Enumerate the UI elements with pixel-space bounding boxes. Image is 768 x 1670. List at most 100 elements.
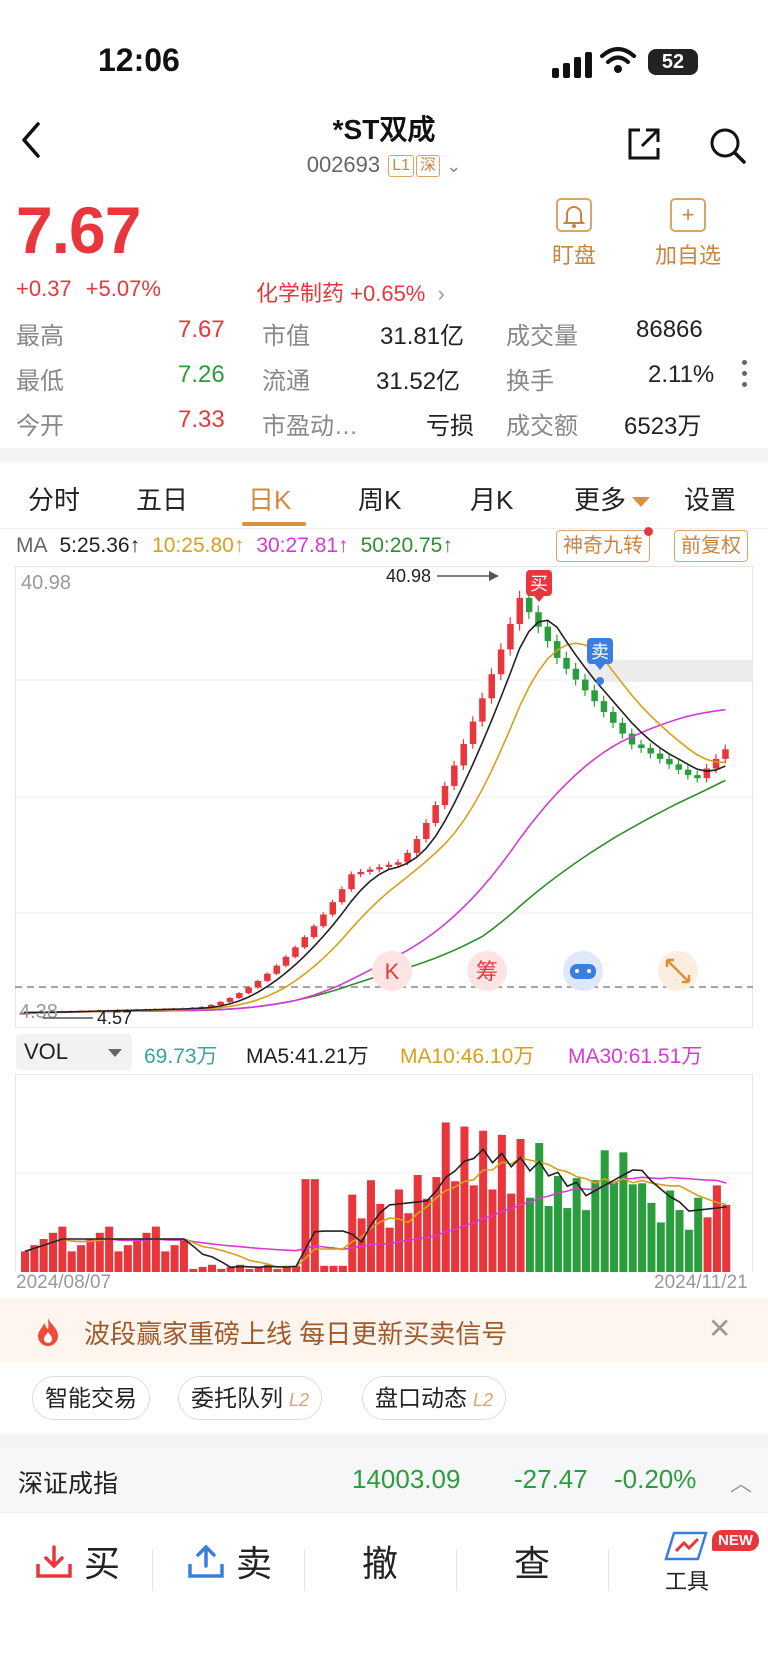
- tab-monthly-k[interactable]: 月K: [470, 485, 514, 515]
- new-badge: NEW: [712, 1530, 759, 1551]
- index-pct: -0.20%: [614, 1464, 697, 1494]
- tools-label: 工具: [664, 1569, 709, 1594]
- back-icon[interactable]: [18, 120, 44, 160]
- candle-body: [460, 744, 467, 766]
- candle-body: [366, 869, 374, 872]
- sell-button[interactable]: 卖: [186, 1535, 272, 1587]
- volume-bar: [647, 1202, 656, 1272]
- tab-settings[interactable]: 设置: [684, 485, 737, 515]
- adjust-button[interactable]: 前复权: [674, 530, 748, 562]
- current-price: 7.67: [16, 193, 141, 267]
- volume-bar: [95, 1232, 104, 1272]
- volume-bar: [245, 1268, 254, 1272]
- change-value: +0.37: [16, 276, 72, 301]
- volume-bar: [451, 1181, 460, 1272]
- k-indicator-icon[interactable]: K: [372, 951, 412, 991]
- candle-body: [488, 674, 495, 699]
- sector-link[interactable]: 化学制药 +0.65% ›: [256, 276, 445, 308]
- volume-bar: [348, 1194, 357, 1272]
- candle-body: [684, 769, 692, 776]
- volume-bar: [460, 1126, 469, 1272]
- search-icon[interactable]: [708, 126, 748, 166]
- sector-pct: +0.65%: [350, 281, 426, 306]
- volume-bar: [497, 1134, 506, 1272]
- nine-turn-button[interactable]: 神奇九转: [556, 527, 653, 562]
- candle-body: [516, 597, 524, 624]
- volume-bar: [712, 1185, 721, 1272]
- stat-value: 亏损: [426, 413, 474, 440]
- close-icon[interactable]: ✕: [708, 1313, 732, 1344]
- k-icon-text: K: [385, 959, 400, 984]
- chevron-right-icon: ›: [437, 281, 445, 306]
- chevron-up-icon[interactable]: ︿: [730, 1471, 753, 1496]
- volume-bar: [423, 1198, 432, 1272]
- stat-value: 7.67: [178, 316, 225, 343]
- stat-label: 成交量: [506, 323, 578, 350]
- sell-signal-marker[interactable]: 卖: [587, 638, 613, 685]
- tab-five-day[interactable]: 五日: [136, 485, 189, 515]
- stock-code-line[interactable]: 002693 L1 深 ⌄: [0, 152, 768, 178]
- candle-body: [591, 690, 598, 702]
- stock-code: 002693: [306, 152, 381, 177]
- fullscreen-icon[interactable]: [658, 951, 698, 991]
- date-end: 2024/11/21: [654, 1272, 748, 1293]
- add-watchlist-button[interactable]: + 加自选: [650, 198, 726, 270]
- share-icon[interactable]: [624, 124, 664, 164]
- buy-button[interactable]: 买: [34, 1535, 120, 1587]
- caret-down-icon: [108, 1049, 122, 1057]
- tab-intraday[interactable]: 分时: [28, 485, 81, 515]
- order-queue-chip[interactable]: 委托队列 L2: [178, 1376, 323, 1420]
- more-dots-icon[interactable]: [742, 360, 748, 387]
- volume-bar: [329, 1265, 338, 1272]
- volume-bar: [254, 1266, 263, 1272]
- tab-more[interactable]: 更多: [574, 480, 651, 517]
- divider: [304, 1549, 305, 1591]
- l2-badge: L2: [473, 1390, 494, 1410]
- stats-grid: 最高 7.67 市值 31.81亿 成交量 86866 最低 7.26 流通 3…: [16, 312, 756, 447]
- index-ticker[interactable]: 深证成指 14003.09 -27.47 -0.20% ︿: [0, 1448, 768, 1512]
- y-min-label: 4.38: [19, 1001, 58, 1023]
- indicator-select[interactable]: VOL: [16, 1034, 132, 1070]
- volume-bar: [67, 1251, 76, 1272]
- volume-bar: [208, 1264, 216, 1272]
- bell-icon: [556, 198, 592, 232]
- volume-bar: [385, 1227, 394, 1272]
- query-button[interactable]: 查: [514, 1543, 551, 1584]
- gamepad-icon[interactable]: [563, 951, 603, 991]
- candlestick-chart[interactable]: 40.98 4.38 40.98 4.57 买 卖 K 筹: [15, 566, 753, 1028]
- promo-banner[interactable]: 波段赢家重磅上线 每日更新买卖信号 ✕: [0, 1298, 768, 1362]
- chip-distribution-icon[interactable]: 筹: [467, 951, 507, 991]
- stat-value: 86866: [636, 316, 703, 343]
- candle-body: [544, 626, 552, 642]
- candle-body: [694, 775, 701, 779]
- volume-bar: [282, 1265, 291, 1272]
- tools-button[interactable]: 工具: [652, 1531, 722, 1596]
- fire-icon: [38, 1318, 58, 1346]
- download-tray-icon: [36, 1545, 72, 1578]
- buy-signal-marker[interactable]: 买: [526, 570, 552, 602]
- tab-weekly-k[interactable]: 周K: [358, 485, 402, 515]
- candle-body: [264, 973, 271, 981]
- volume-bar: [469, 1185, 478, 1272]
- candle-body: [535, 612, 542, 627]
- buy-marker-text: 买: [530, 574, 548, 594]
- stat-value: 31.81亿: [380, 323, 465, 350]
- volume-bar: [338, 1265, 347, 1272]
- market-depth-chip[interactable]: 盘口动态 L2: [362, 1376, 507, 1420]
- smart-trade-chip[interactable]: 智能交易: [32, 1376, 150, 1420]
- watch-button[interactable]: 盯盘: [544, 198, 604, 270]
- cancel-button[interactable]: 撤: [362, 1543, 399, 1584]
- candle-body: [226, 997, 234, 1002]
- plus-icon: +: [670, 198, 706, 232]
- volume-bar: [114, 1251, 123, 1272]
- level-tag: L1: [388, 155, 415, 178]
- tab-daily-k[interactable]: 日K: [248, 485, 292, 515]
- ma-legend: MA 5:25.36↑ 10:25.80↑ 30:27.81↑ 50:20.75↑: [16, 534, 465, 558]
- volume-bar: [684, 1229, 693, 1272]
- stats-row: 今开 7.33 市盈动… 亏损 成交额 6523万: [16, 402, 756, 447]
- upload-tray-icon: [188, 1544, 224, 1578]
- volume-chart[interactable]: [15, 1074, 753, 1272]
- sell-label: 卖: [236, 1543, 273, 1584]
- candle-body: [348, 874, 355, 890]
- candle-body: [236, 993, 243, 998]
